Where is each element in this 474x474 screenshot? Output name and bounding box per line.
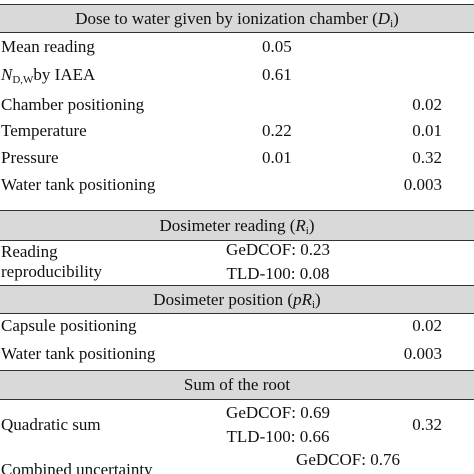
row-value: 0.61 (262, 65, 292, 84)
row-value: GeDCOF: 0.23 (226, 240, 330, 259)
section-header (0, 285, 474, 314)
title-text: Sum of the root (183, 375, 291, 394)
row-total: 0.003 (403, 344, 442, 363)
title-end: ) (393, 8, 399, 28)
title-text: Dose to water given by ionization chambe… (75, 8, 378, 28)
row-value: 0.05 (262, 37, 292, 56)
row-total: 0.01 (412, 121, 442, 140)
row-label: Pressure (1, 148, 59, 167)
title-symbol: pR (293, 289, 312, 309)
row-value: TLD-100: 0.66 (226, 427, 330, 446)
row-label: Temperature (1, 121, 87, 140)
row-label: Water tank positioning (1, 344, 156, 363)
title-text: Dosimeter position ( (153, 289, 294, 309)
section-header (0, 210, 474, 241)
label-symbol: N (1, 65, 13, 84)
row-value: GeDCOF: 0.76 (296, 450, 400, 469)
row-label: Combined uncertainty (1, 460, 153, 474)
section-header (0, 370, 474, 400)
row-label: Water tank positioning (1, 175, 156, 194)
row-label: ND,Wby IAEA (1, 65, 95, 90)
title-end: ) (315, 289, 321, 309)
title-symbol: D (377, 8, 391, 28)
label-text: by IAEA (33, 65, 96, 84)
row-value: GeDCOF: 0.69 (226, 403, 330, 422)
section-title: Dose to water given by ionization chambe… (75, 9, 399, 34)
section-title: Sum of the root (184, 375, 290, 395)
row-label: Chamber positioning (1, 95, 145, 114)
label-subscript: D,W (12, 74, 34, 86)
row-value: TLD-100: 0.08 (226, 264, 330, 283)
row-total: 0.003 (403, 175, 442, 194)
section-header (0, 4, 474, 33)
title-symbol: R (295, 215, 306, 235)
row-label: Mean reading (1, 37, 95, 56)
row-value: 0.22 (262, 121, 292, 140)
title-end: ) (308, 215, 315, 235)
title-text: Dosimeter reading ( (159, 215, 296, 235)
section-title: Dosimeter reading (Ri) (159, 216, 314, 241)
row-label: Capsule positioning (1, 316, 137, 335)
row-total: 0.32 (412, 415, 442, 434)
title-subscript: i (305, 224, 309, 237)
row-label: Quadratic sum (1, 415, 101, 434)
title-subscript: i (390, 17, 394, 30)
row-label: Reading (1, 242, 58, 261)
section-title: Dosimeter position (pRi) (153, 290, 320, 315)
row-total: 0.32 (412, 148, 442, 167)
row-total: 0.02 (412, 95, 442, 114)
row-label: reproducibility (1, 262, 103, 281)
row-value: 0.01 (262, 148, 292, 167)
row-total: 0.02 (412, 316, 442, 335)
title-subscript: i (311, 298, 316, 311)
